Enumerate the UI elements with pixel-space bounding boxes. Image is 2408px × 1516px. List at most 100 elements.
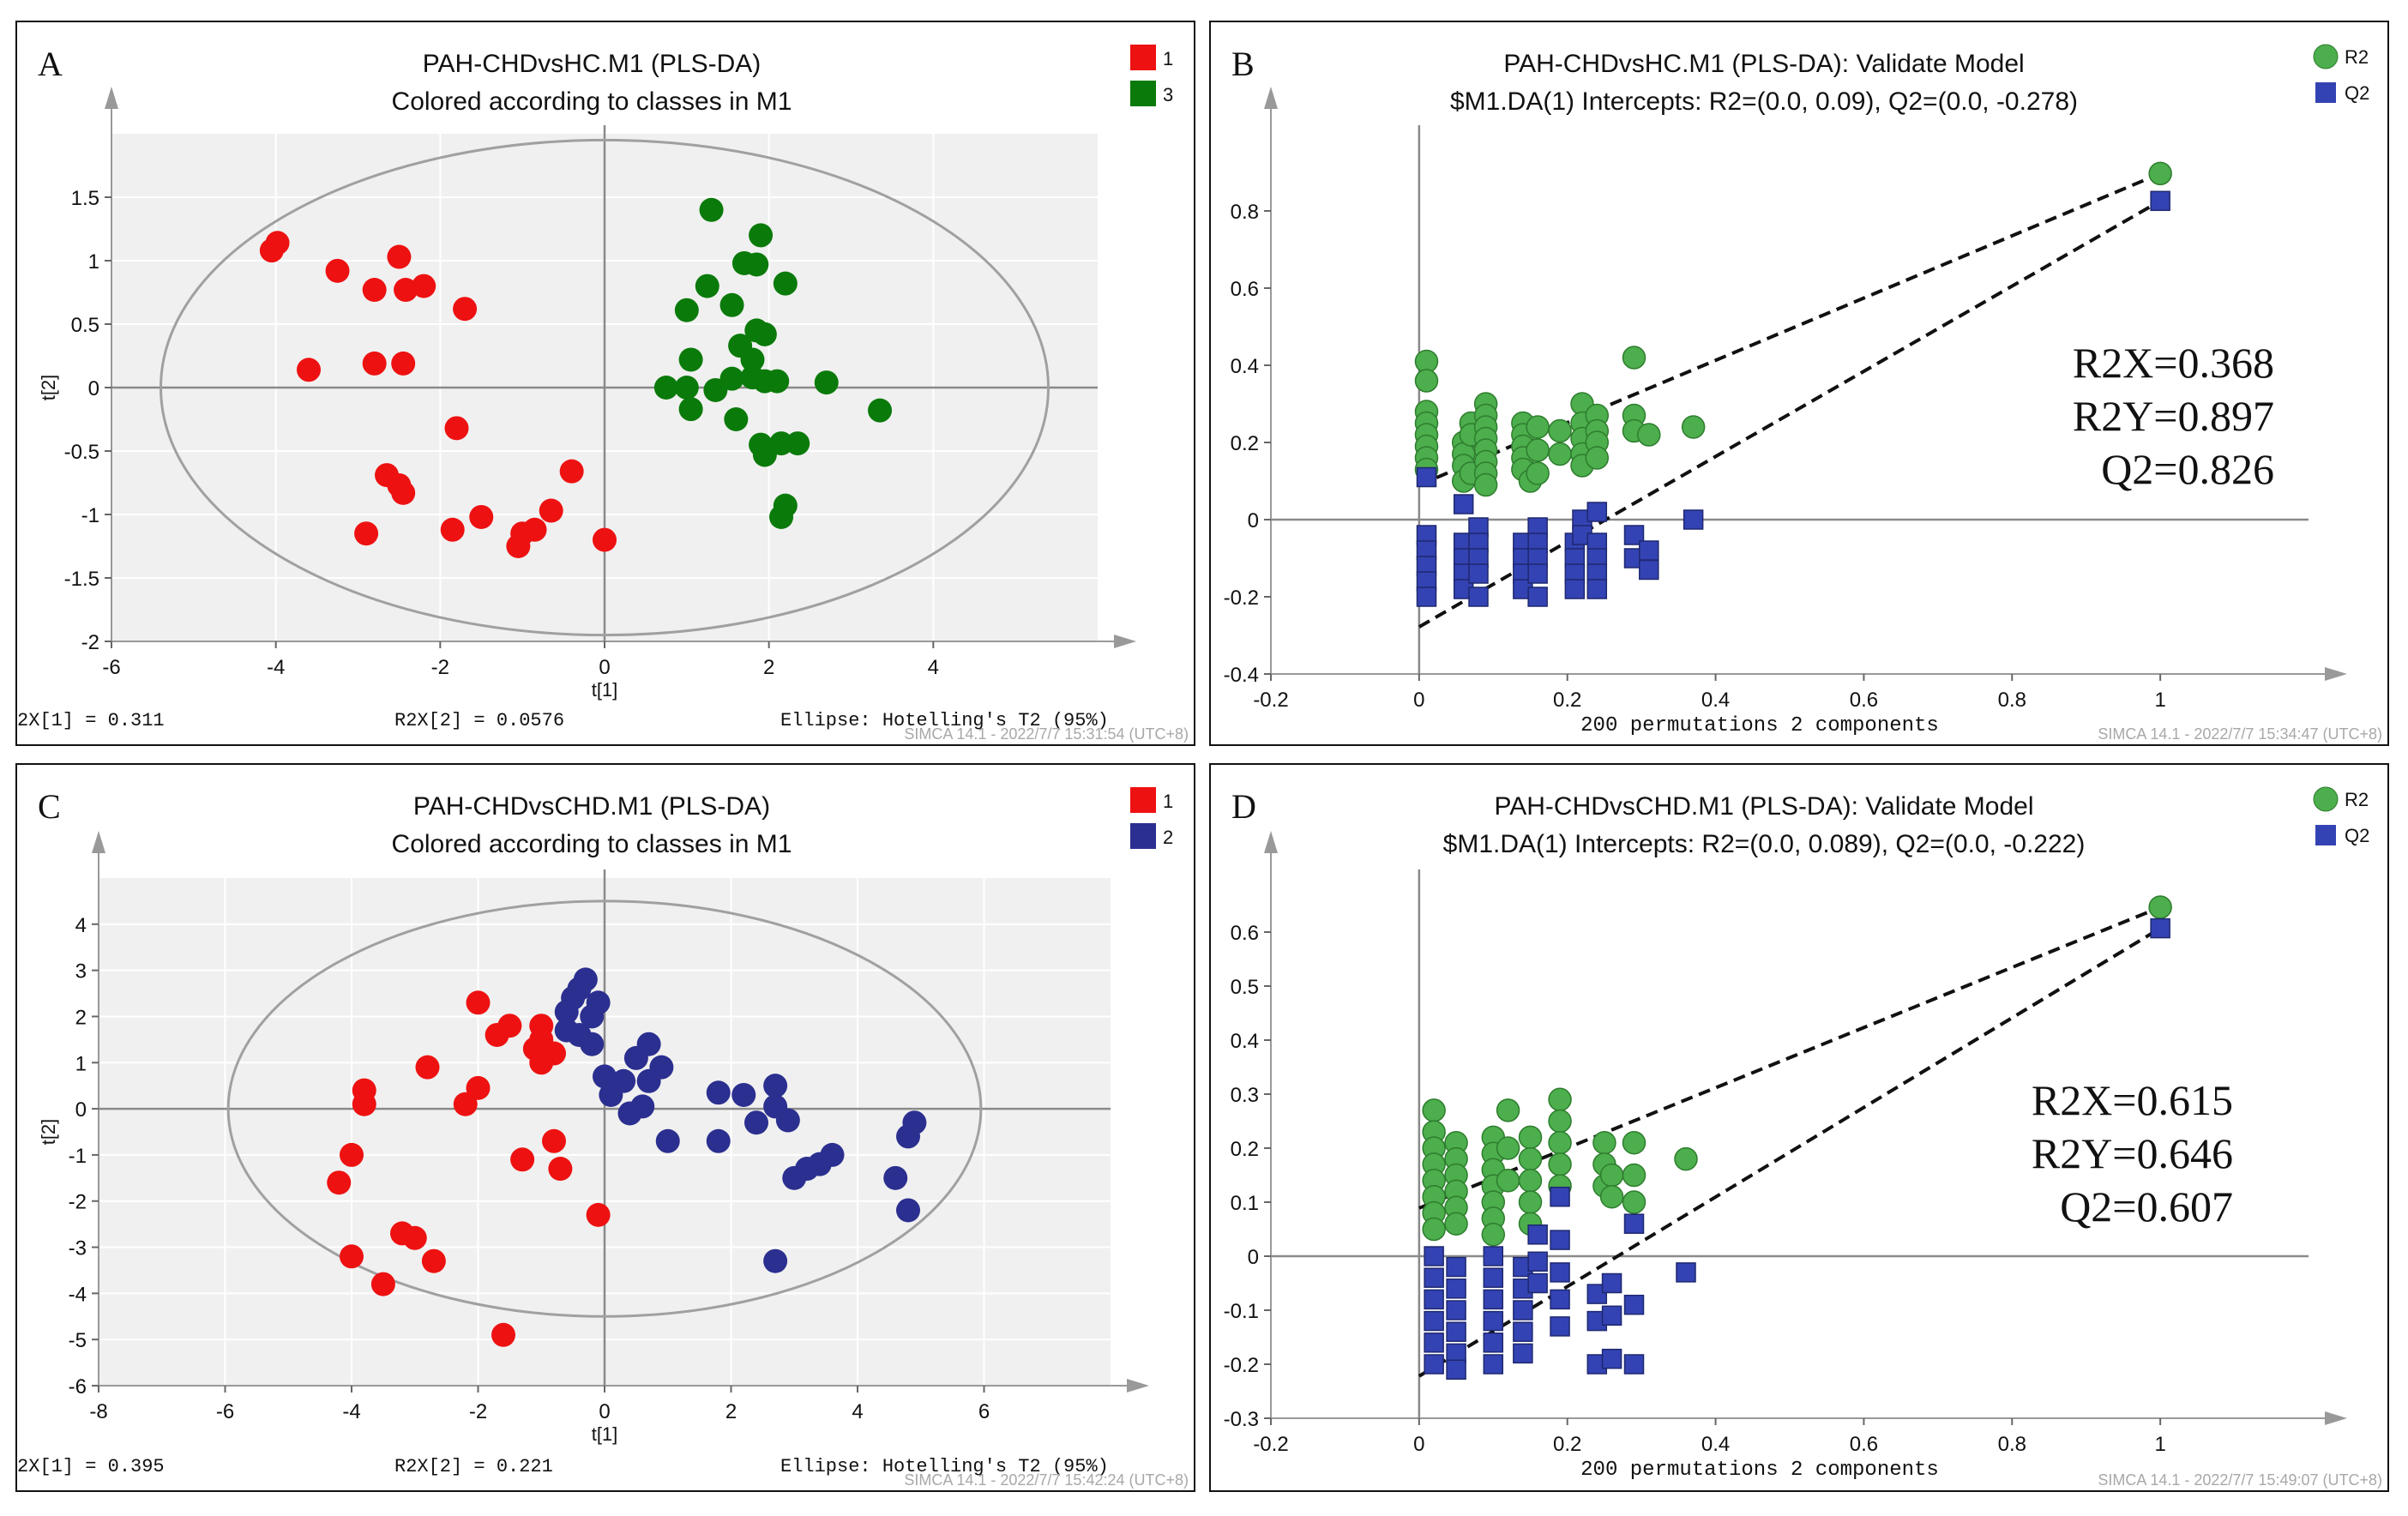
data-point xyxy=(1518,1169,1543,1193)
data-point xyxy=(1527,1224,1548,1245)
axes xyxy=(105,87,1136,648)
data-point xyxy=(744,252,769,277)
data-point xyxy=(2150,190,2170,212)
data-point xyxy=(1622,346,1646,370)
data-point xyxy=(763,1248,788,1273)
data-point xyxy=(695,274,719,298)
data-point xyxy=(1518,1125,1543,1150)
data-point xyxy=(1483,1267,1504,1288)
data-point xyxy=(1526,461,1550,485)
data-point xyxy=(1622,1190,1646,1214)
data-point xyxy=(1496,1098,1520,1122)
footer-ellipse: Ellipse: Hotelling's T2 (95%) xyxy=(780,1456,1109,1477)
x-tick-label: 6 xyxy=(978,1400,990,1423)
x-tick-label: -4 xyxy=(267,656,285,679)
chart-subtitle: $M1.DA(1) Intercepts: R2=(0.0, 0.089), Q… xyxy=(1443,830,2086,858)
data-point xyxy=(1601,1305,1622,1326)
data-point xyxy=(653,376,678,400)
data-point xyxy=(1548,442,1572,466)
data-point xyxy=(421,1248,446,1273)
x-tick-label: 0 xyxy=(599,1400,610,1423)
data-point xyxy=(340,1142,364,1167)
legend-label: 1 xyxy=(1163,791,1173,812)
data-point xyxy=(706,1128,731,1153)
data-point xyxy=(1527,1272,1548,1294)
y-tick-label: 0.5 xyxy=(1231,976,1259,999)
panel-b: B PAH-CHDvsHC.M1 (PLS-DA): Validate Model… xyxy=(1209,21,2389,746)
legend-swatch-1 xyxy=(1130,45,1156,70)
y-axis-arrow xyxy=(1264,831,1278,853)
x-axis-label: t[1] xyxy=(592,1423,618,1445)
series-2 xyxy=(554,967,927,1273)
data-point xyxy=(554,1000,579,1025)
data-point xyxy=(485,1022,509,1047)
y-tick-label: 4 xyxy=(75,914,87,937)
data-point xyxy=(1481,1223,1506,1247)
data-point xyxy=(1446,1256,1466,1278)
data-point xyxy=(678,347,703,372)
data-point xyxy=(1416,587,1437,607)
y-tick-label: -0.2 xyxy=(1224,1354,1259,1377)
data-point xyxy=(1676,1262,1696,1283)
data-point xyxy=(599,1082,623,1107)
legend-swatch-1 xyxy=(1130,787,1156,813)
data-point xyxy=(1496,1169,1520,1193)
y-tick-label: 0 xyxy=(88,377,99,400)
data-point xyxy=(586,1202,611,1227)
footer-r2x-2: R2X[2] = 0.221 xyxy=(394,1456,553,1477)
panel-letter: B xyxy=(1231,45,1255,83)
axes xyxy=(1264,831,2347,1425)
panel-letter: C xyxy=(38,787,61,826)
data-point xyxy=(391,351,416,376)
x-axis-arrow xyxy=(2325,667,2347,681)
data-point xyxy=(1674,1146,1698,1171)
data-point xyxy=(1564,579,1586,599)
chart-b: B PAH-CHDvsHC.M1 (PLS-DA): Validate Model… xyxy=(1224,44,2382,743)
y-tick-label: -1.5 xyxy=(64,568,99,591)
data-point xyxy=(814,370,839,395)
data-point xyxy=(674,376,699,400)
data-point xyxy=(1414,369,1439,393)
data-point xyxy=(655,1128,680,1153)
data-point xyxy=(868,398,893,423)
data-point xyxy=(1468,563,1489,584)
y-axis-label: t[2] xyxy=(38,1119,59,1146)
data-point xyxy=(539,498,563,523)
data-point xyxy=(674,298,699,322)
x-axis-arrow xyxy=(2325,1411,2347,1425)
y-tick-label: 0.4 xyxy=(1231,355,1259,378)
x-tick-label: -0.2 xyxy=(1253,1433,1288,1456)
data-point xyxy=(466,990,491,1015)
legend-label: R2 xyxy=(2345,789,2369,810)
x-tick-label: 0.6 xyxy=(1850,1433,1878,1456)
data-point xyxy=(1527,587,1548,607)
y-tick-label: -1 xyxy=(81,504,99,527)
y-axis-label: t[2] xyxy=(38,375,59,401)
data-point xyxy=(1548,1152,1572,1176)
data-point xyxy=(412,274,436,298)
legend-label: Q2 xyxy=(2345,82,2369,104)
footer-ellipse: Ellipse: Hotelling's T2 (95%) xyxy=(780,710,1109,731)
chart-a: A PAH-CHDvsHC.M1 (PLS-DA) Colored accordin… xyxy=(17,45,1189,743)
data-point xyxy=(1592,1130,1616,1155)
data-point xyxy=(1586,502,1608,522)
data-point xyxy=(1483,1289,1504,1310)
data-point xyxy=(1527,1251,1548,1272)
y-tick-label: 0.6 xyxy=(1231,278,1259,301)
chart-title: PAH-CHDvsHC.M1 (PLS-DA) xyxy=(423,50,761,78)
data-point xyxy=(444,416,469,441)
panel-letter: A xyxy=(38,45,63,83)
y-tick-label: 0.2 xyxy=(1231,432,1259,455)
data-point xyxy=(2148,161,2172,186)
data-point xyxy=(1518,1146,1543,1171)
y-tick-label: -6 xyxy=(69,1375,87,1399)
data-point xyxy=(752,322,777,346)
data-point xyxy=(1424,1267,1444,1288)
data-point xyxy=(1622,1130,1646,1155)
data-point xyxy=(469,504,494,529)
data-point xyxy=(1548,1130,1572,1155)
x-tick-label: 2 xyxy=(763,656,774,679)
data-point xyxy=(1527,563,1548,584)
data-point xyxy=(1601,1348,1622,1369)
data-point xyxy=(2150,917,2170,939)
